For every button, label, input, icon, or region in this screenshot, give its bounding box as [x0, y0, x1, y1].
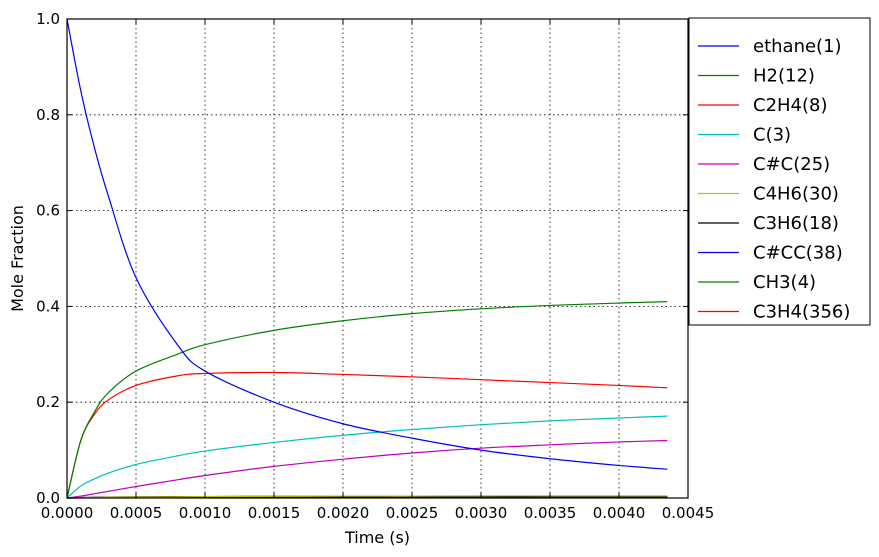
- x-axis-title: Time (s): [344, 528, 410, 547]
- x-tick-label: 0.0045: [662, 504, 715, 522]
- y-tick-label: 1.0: [36, 10, 60, 28]
- y-tick-label: 0.6: [36, 202, 60, 220]
- legend-label: C3H6(18): [753, 213, 839, 234]
- series-lines: [66, 18, 668, 499]
- series-line-2: [66, 371, 668, 499]
- y-axis-title: Mole Fraction: [8, 205, 27, 312]
- x-tick-label: 0.0010: [179, 504, 232, 522]
- y-tick-label: 0.0: [36, 489, 60, 507]
- grid: [67, 19, 688, 498]
- x-tick-label: 0.0005: [110, 504, 163, 522]
- y-tick-label: 0.8: [36, 106, 60, 124]
- x-tick-label: 0.0030: [455, 504, 508, 522]
- legend-box: [688, 17, 871, 326]
- legend-label: C#CC(38): [753, 243, 843, 264]
- legend-label: C#C(25): [753, 154, 830, 175]
- x-tick-label: 0.0015: [248, 504, 301, 522]
- axis-ticks: 0.0000 0.0005 0.0010 0.0015 0.0020 0.0025 0.00…: [36, 10, 714, 522]
- x-tick-label: 0.0040: [593, 504, 646, 522]
- legend-label: C4H6(30): [753, 184, 839, 205]
- plot-frame: [66, 18, 689, 499]
- series-line-1: [66, 301, 668, 499]
- x-tick-label: 0.0020: [317, 504, 370, 522]
- series-line-3: [66, 415, 668, 499]
- x-tick-label: 0.0025: [386, 504, 439, 522]
- legend-label: ethane(1): [753, 36, 842, 57]
- legend-label: C2H4(8): [753, 95, 828, 116]
- legend: ethane(1) H2(12) C2H4(8) C(3) C#C(25) C4H6(30…: [688, 17, 871, 326]
- x-tick-label: 0.0000: [41, 504, 94, 522]
- y-tick-label: 0.2: [36, 393, 60, 411]
- legend-label: H2(12): [753, 66, 815, 87]
- x-tick-label: 0.0035: [524, 504, 577, 522]
- series-line-4: [66, 439, 668, 499]
- y-tick-label: 0.4: [36, 297, 60, 315]
- series-line-0: [66, 18, 668, 470]
- legend-label: CH3(4): [753, 272, 816, 293]
- legend-label: C(3): [753, 125, 791, 146]
- legend-label: C3H4(356): [753, 302, 850, 323]
